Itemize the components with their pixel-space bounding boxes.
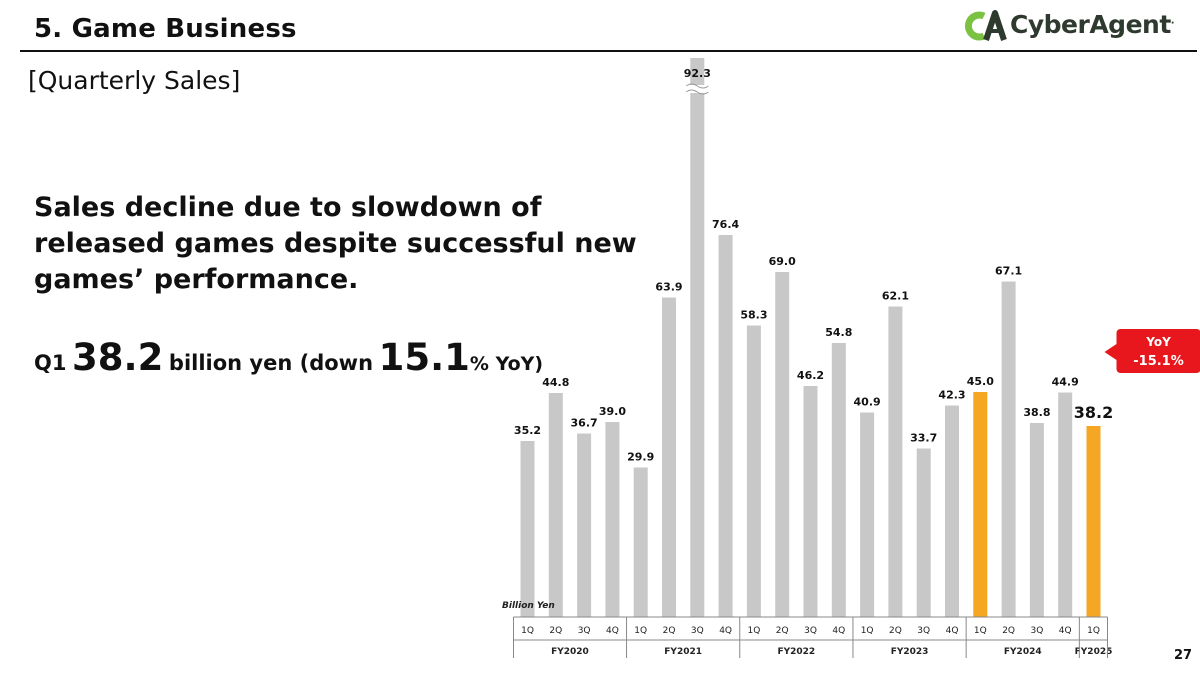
data-label: 69.0: [769, 255, 796, 268]
bar: [916, 448, 931, 617]
category-tick-label: 4Q: [946, 626, 959, 636]
axis-break-mark: [685, 83, 709, 89]
data-label: 92.3: [684, 67, 711, 80]
bar: [1029, 423, 1044, 617]
category-tick-label: 2Q: [549, 626, 562, 636]
category-tick-label: 1Q: [861, 626, 874, 636]
bar: [945, 405, 959, 617]
summary-quarter: Q1: [34, 351, 67, 375]
bar: [548, 393, 563, 617]
category-tick-label: 2Q: [889, 626, 902, 636]
category-tick-label: 4Q: [1059, 626, 1072, 636]
data-label: 38.2: [1074, 403, 1113, 422]
summary-unit-text: billion yen (down: [168, 351, 374, 375]
bar: [718, 235, 733, 617]
data-label: 58.3: [740, 309, 767, 322]
data-label: 62.1: [882, 290, 909, 303]
headline: Sales decline due to slowdown of release…: [34, 192, 637, 295]
axis-break-gap: [687, 85, 708, 93]
data-label: 67.1: [995, 265, 1022, 278]
axis-break-mark: [685, 89, 709, 95]
category-tick-label: 1Q: [747, 626, 760, 636]
category-tick-label: 3Q: [1030, 626, 1043, 636]
category-tick-label: 2Q: [663, 626, 676, 636]
bar: [775, 272, 790, 617]
bar: [520, 441, 535, 617]
category-tick-label: 4Q: [606, 626, 619, 636]
bar: [690, 58, 705, 617]
fiscal-year-label: FY2023: [891, 647, 929, 657]
data-label: 54.8: [825, 326, 852, 339]
callout-pointer: [1104, 344, 1117, 360]
section-label: [Quarterly Sales]: [28, 66, 241, 95]
data-label: 44.8: [542, 376, 569, 389]
data-label: 76.4: [712, 218, 739, 231]
sales-summary: Q1 38.2 billion yen (down 15.1% YoY): [34, 336, 543, 379]
category-tick-label: 3Q: [578, 626, 591, 636]
category-tick-label: 2Q: [776, 626, 789, 636]
bar: [888, 306, 903, 617]
data-label: 42.3: [938, 389, 965, 402]
category-tick-label: 1Q: [974, 626, 987, 636]
summary-percent: 15.1: [378, 336, 470, 379]
cyberagent-logo-icon: [964, 10, 1007, 41]
bar: [577, 433, 592, 617]
bar: [860, 412, 875, 617]
category-tick-label: 1Q: [521, 626, 534, 636]
category-tick-label: 1Q: [1087, 626, 1100, 636]
page-number: 27: [1174, 648, 1193, 663]
callout-value: -15.1%: [1133, 354, 1184, 369]
data-label: 29.9: [627, 451, 654, 464]
summary-percent-suffix: % YoY): [469, 353, 544, 375]
bar: [746, 325, 761, 617]
logo-wordmark: CyberAgent.: [1010, 10, 1175, 39]
bar: [633, 467, 648, 617]
data-label: 44.9: [1052, 376, 1079, 389]
callout-label: YoY: [1145, 335, 1171, 349]
data-label: 45.0: [967, 375, 994, 388]
bar: [1086, 426, 1101, 617]
bar: [973, 392, 988, 617]
page-title: 5. Game Business: [34, 14, 297, 44]
data-label: 46.2: [797, 369, 824, 382]
category-tick-label: 4Q: [719, 626, 732, 636]
header-divider: [20, 50, 1197, 52]
bar: [803, 386, 818, 617]
fiscal-year-label: FY2022: [777, 647, 815, 657]
category-tick-label: 4Q: [832, 626, 845, 636]
data-label: 35.2: [514, 424, 541, 437]
unit-label: Billion Yen: [502, 601, 555, 611]
fiscal-year-label: FY2025: [1075, 647, 1113, 657]
category-tick-label: 2Q: [1002, 626, 1015, 636]
fiscal-year-label: FY2020: [551, 647, 589, 657]
bar: [605, 422, 620, 617]
fiscal-year-label: FY2024: [1004, 647, 1042, 657]
category-tick-label: 3Q: [691, 626, 704, 636]
summary-value: 38.2: [72, 336, 164, 379]
data-label: 38.8: [1023, 406, 1050, 419]
data-label: 33.7: [910, 432, 937, 445]
data-label: 63.9: [655, 281, 682, 294]
yoy-callout: [1116, 329, 1200, 373]
data-label: 36.7: [571, 417, 598, 430]
bar: [831, 343, 846, 617]
fiscal-year-label: FY2021: [664, 647, 702, 657]
category-tick-label: 1Q: [634, 626, 647, 636]
data-label: 40.9: [854, 396, 881, 409]
company-logo: CyberAgent.: [964, 8, 1175, 44]
category-tick-label: 3Q: [917, 626, 930, 636]
category-tick-label: 3Q: [804, 626, 817, 636]
bar: [662, 297, 676, 617]
data-label: 39.0: [599, 405, 626, 418]
bar: [1001, 281, 1016, 617]
bar: [1058, 392, 1073, 617]
